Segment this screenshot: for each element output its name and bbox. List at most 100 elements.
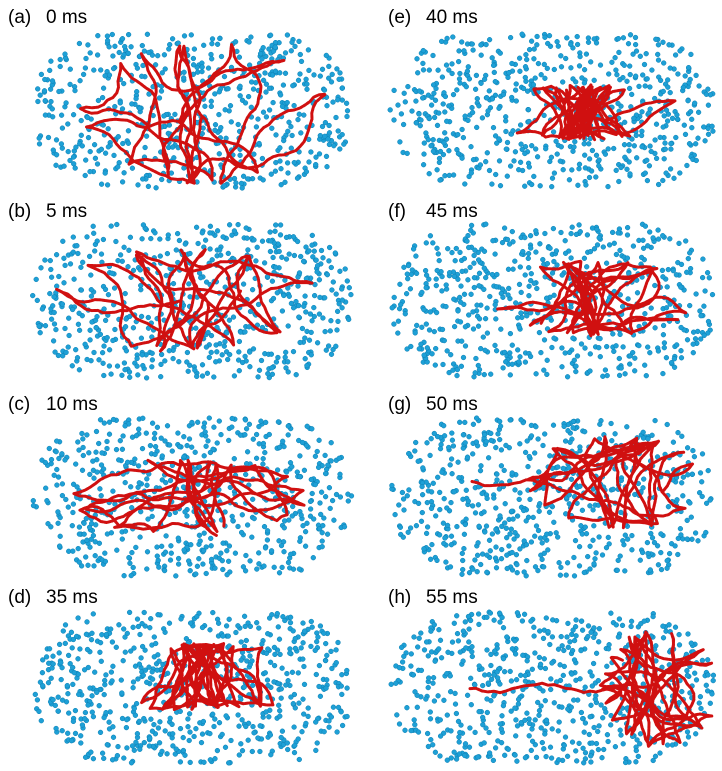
particle [246,738,251,743]
particle [324,154,329,159]
particle [630,533,635,538]
particle [515,315,520,320]
particle [78,647,83,652]
particle [621,345,626,350]
particle [38,93,43,98]
particle [401,535,406,540]
particle [466,118,471,123]
particle [155,425,160,430]
particle [579,523,584,528]
particle [221,235,226,240]
particle [606,535,611,540]
particle [314,672,319,677]
particle [288,620,293,625]
particle [128,649,133,654]
particle [165,423,170,428]
particle [572,145,577,150]
particle [164,534,169,539]
particle [689,52,694,57]
particle [327,259,332,264]
particle [232,456,237,461]
particle [330,288,335,293]
particle [532,534,537,539]
particle [665,422,670,427]
particle [442,698,447,703]
particle [494,565,499,570]
particle [661,635,666,640]
particle [84,56,89,61]
particle [628,32,633,37]
particle [301,259,306,264]
particle [676,72,681,77]
particle [534,755,539,760]
particle [536,528,541,533]
particle [502,753,507,758]
particle [66,345,71,350]
particle [37,709,42,714]
particle [209,52,214,57]
particle [476,324,481,329]
particle [213,128,218,133]
particle [310,318,315,323]
particle [422,307,427,312]
particle [83,66,88,71]
particle [208,231,213,236]
particle [123,424,128,429]
particle [448,689,453,694]
particle [569,672,574,677]
particle [49,59,54,64]
particle [344,101,349,106]
particle [310,254,315,259]
particle [291,234,296,239]
particle [543,698,548,703]
particle [46,661,51,666]
particle [429,103,434,108]
particle [64,350,69,355]
particle [71,250,76,255]
particle [170,722,175,727]
particle [505,566,510,571]
particle [101,123,106,128]
particle [135,356,140,361]
particle [544,718,549,723]
particle [335,67,340,72]
particle [430,241,435,246]
particle [664,305,669,310]
particle [113,44,118,49]
particle [78,741,83,746]
particle [276,420,281,425]
particle [606,147,611,152]
panels: (a)0 ms(b)5 ms(c)10 ms(d)35 ms(e)40 ms(f… [8,7,716,765]
particle [48,87,53,92]
particle [487,37,492,42]
particle [701,257,706,262]
particle [323,120,328,125]
particle [60,239,65,244]
particle [35,298,40,303]
particle [238,741,243,746]
particle [505,140,510,145]
particle [47,446,52,451]
particle [488,611,493,616]
particle [513,530,518,535]
particle [395,331,400,336]
particle [425,345,430,350]
particle [662,156,667,161]
particle [588,352,593,357]
particle [336,640,341,645]
particle [122,44,127,49]
particle [630,350,635,355]
particle [268,230,273,235]
particle [124,725,129,730]
particle [144,680,149,685]
particle [50,107,55,112]
particle [279,166,284,171]
particle [466,245,471,250]
particle [500,713,505,718]
particle [593,556,598,561]
particle [283,350,288,355]
particle [494,348,499,353]
particle [516,697,521,702]
particle [321,255,326,260]
particle [545,261,550,266]
